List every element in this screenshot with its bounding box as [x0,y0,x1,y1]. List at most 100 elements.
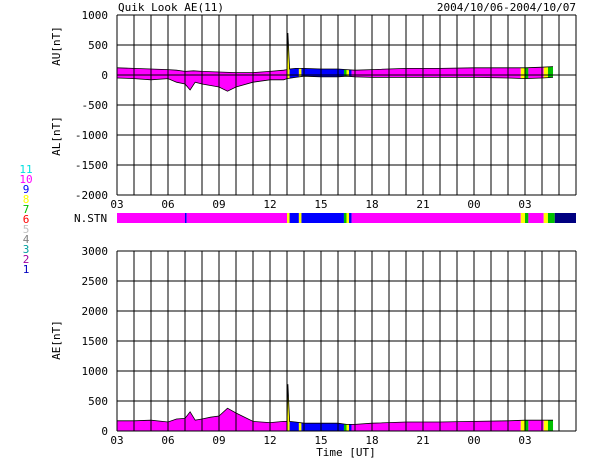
au-axis-label: AU[nT] [50,26,63,66]
ae-fill-segment-10 [525,420,529,431]
station-segment-1 [185,213,187,223]
station-segment-4 [289,213,299,223]
ae-y-tick-label: 3000 [82,245,109,258]
au-series-line [116,32,554,73]
ae-axis-label: AE[nT] [50,320,63,360]
station-segment-3 [287,213,290,223]
ae-fill-segment-3 [298,422,302,431]
au-al-x-tick-label: 03 [518,198,531,211]
au-al-x-tick-label: 00 [467,198,480,211]
ae-y-tick-label: 1000 [82,365,109,378]
au-al-y-tick-label: -1500 [75,159,108,172]
au-al-x-tick-label: 12 [263,198,276,211]
station-segment-12 [525,213,529,223]
ae-y-tick-label: 1500 [82,335,109,348]
station-segment-6 [301,213,344,223]
station-segment-9 [349,213,352,223]
ae-y-tick-label: 500 [88,395,108,408]
station-legend-entry: 8 [23,193,30,206]
station-segment-16 [554,213,576,223]
al-fill-segment-1 [287,75,290,79]
station-segment-8 [346,213,350,223]
station-legend-entry: 10 [19,173,32,186]
station-segment-14 [543,213,548,223]
au-fill-segment-9 [520,67,525,75]
station-count-bar [117,213,576,223]
ae-fill-segment-4 [301,422,344,431]
al-fill-segment-9 [520,75,525,79]
ae-fill-segment-13 [547,420,554,431]
au-al-x-tick-label: 03 [110,198,123,211]
al-series-line [116,75,554,92]
station-segment-15 [547,213,555,223]
al-axis-label: AL[nT] [50,116,63,156]
ae-x-tick-label: 18 [365,434,378,447]
ae-x-tick-label: 03 [110,434,123,447]
au-fill-segment-4 [301,68,344,75]
au-al-x-tick-label: 18 [365,198,378,211]
ae-y-tick-label: 2000 [82,305,109,318]
au-fill-segment-11 [528,67,544,75]
ae-y-tick-label: 2500 [82,275,109,288]
station-segment-2 [186,213,287,223]
station-legend-entry: 6 [23,213,30,226]
ae-x-tick-label: 12 [263,434,276,447]
au-al-x-tick-label: 21 [416,198,429,211]
station-legend-entry: 5 [23,223,30,236]
au-al-x-tick-label: 15 [314,198,327,211]
ae-x-tick-label: 03 [518,434,531,447]
date-range: 2004/10/06-2004/10/07 [437,1,576,14]
ae-x-tick-label: 06 [161,434,174,447]
au-al-y-tick-label: -1000 [75,129,108,142]
au-fill-segment-10 [525,67,529,75]
station-bar-label: N.STN [74,212,107,225]
au-al-grid [116,14,577,196]
au-fill-segment-5 [343,69,347,75]
station-segment-7 [343,213,347,223]
station-segment-10 [351,213,521,223]
ae-fill-segment-6 [346,424,350,431]
au-fill-segment-12 [543,66,548,75]
station-segment-11 [520,213,525,223]
ae-x-tick-label: 15 [314,434,327,447]
al-fill-segment-10 [525,75,529,79]
al-fill-segment-11 [528,75,544,79]
au-fill-segment-3 [298,68,302,75]
station-legend-entry: 3 [23,243,30,256]
x-axis-label: Time [UT] [316,446,376,459]
au-al-panel: 1000 500 0 -500 -1000 -1500 -2000 03 06 09 12 15 18… [50,9,577,211]
ae-fill-segment-7 [349,424,352,431]
au-al-fills [116,32,554,92]
ae-grid [116,250,577,432]
au-al-x-ticks: 03 06 09 12 15 18 21 00 03 [110,198,531,211]
ae-y-ticks: 3000 2500 2000 1500 1000 500 0 [82,245,109,438]
station-legend-entry: 9 [23,183,30,196]
ae-x-tick-label: 09 [212,434,225,447]
au-al-x-tick-label: 09 [212,198,225,211]
station-legend-entry: 11 [19,163,32,176]
au-al-y-ticks: 1000 500 0 -500 -1000 -1500 -2000 [75,9,108,202]
station-legend-entry: 4 [23,233,30,246]
ae-y-tick-label: 0 [101,425,108,438]
ae-fill-segment-12 [543,420,548,431]
al-fill-segment-2 [289,75,299,79]
station-legend-entry: 7 [23,203,30,216]
al-fill-segment-13 [547,75,554,78]
chart-title: Quik Look AE(11) [118,1,224,14]
al-fill-segment-12 [543,75,548,78]
au-al-y-tick-label: 0 [101,69,108,82]
ae-x-ticks: 03 06 09 12 15 18 21 00 03 [110,434,531,447]
ae-fill-segment-2 [289,421,299,431]
station-segment-5 [298,213,302,223]
au-al-y-tick-label: 500 [88,39,108,52]
au-fill-segment-8 [351,67,521,75]
au-al-y-tick-label: -500 [82,99,109,112]
station-segment-0 [117,213,185,223]
ae-fills [117,384,554,431]
ae-series-line [117,384,553,425]
ae-fill-segment-5 [343,424,347,431]
al-fill-segment-8 [351,75,521,79]
